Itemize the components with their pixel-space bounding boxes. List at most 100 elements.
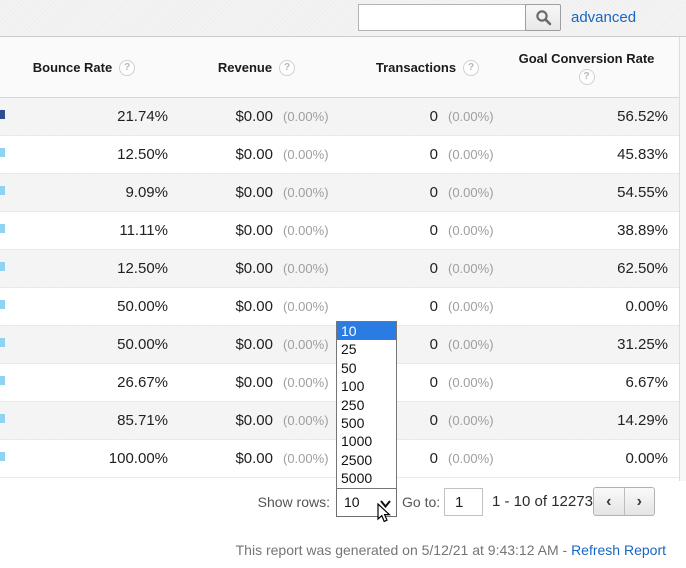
transactions-value: 0 xyxy=(429,412,438,429)
rows-option-10[interactable]: 10 xyxy=(337,322,396,341)
chevron-left-icon: ‹ xyxy=(606,493,612,510)
rows-option-1000[interactable]: 1000 xyxy=(341,433,373,450)
search-input[interactable] xyxy=(358,4,526,31)
truncated-link-fragment[interactable] xyxy=(0,376,5,385)
truncated-link-fragment[interactable] xyxy=(0,148,5,157)
goal-conversion-rate-value: 38.89% xyxy=(617,222,668,239)
show-rows-selected-value: 10 xyxy=(344,494,360,510)
revenue-percent-value: (0.00%) xyxy=(283,185,329,200)
rows-option-100[interactable]: 100 xyxy=(341,378,365,395)
help-icon[interactable]: ? xyxy=(119,59,136,76)
goal-conversion-rate-value: 31.25% xyxy=(617,336,668,353)
truncated-link-fragment[interactable] xyxy=(0,186,5,195)
bounce-rate-value: 26.67% xyxy=(117,374,168,391)
column-label: Revenue xyxy=(217,60,273,75)
search-button[interactable] xyxy=(525,4,561,31)
pager-buttons: ‹ › xyxy=(593,487,655,516)
advanced-search-link[interactable]: advanced xyxy=(571,9,637,26)
rows-option-2500[interactable]: 2500 xyxy=(341,451,373,468)
revenue-value: $0.00 xyxy=(235,146,273,163)
table-row: 12.50% $0.00 (0.00%) 0 (0.00%) 45.83% xyxy=(0,136,679,174)
bounce-rate-value: 9.09% xyxy=(125,184,168,201)
goal-conversion-rate-value: 45.83% xyxy=(617,146,668,163)
revenue-value: $0.00 xyxy=(235,298,273,315)
transactions-percent-value: (0.00%) xyxy=(448,147,494,162)
generated-text: This report was generated on 5/12/21 at … xyxy=(235,542,572,558)
revenue-value: $0.00 xyxy=(235,336,273,353)
column-header-revenue[interactable]: Revenue ? xyxy=(168,37,345,98)
transactions-percent-value: (0.00%) xyxy=(448,375,494,390)
help-icon[interactable]: ? xyxy=(463,59,480,76)
goal-conversion-rate-value: 6.67% xyxy=(625,374,668,391)
show-rows-dropdown: 10 25 50 100 250 500 1000 2500 5000 xyxy=(336,321,397,489)
table-row: 21.74% $0.00 (0.00%) 0 (0.00%) 56.52% xyxy=(0,98,679,136)
transactions-value: 0 xyxy=(429,336,438,353)
truncated-link-fragment[interactable] xyxy=(0,224,5,233)
goal-conversion-rate-value: 0.00% xyxy=(625,450,668,467)
row-range-text: 1 - 10 of 12273 xyxy=(492,493,593,510)
revenue-percent-value: (0.00%) xyxy=(283,261,329,276)
column-label: Transactions xyxy=(375,60,457,75)
bounce-rate-value: 21.74% xyxy=(117,108,168,125)
help-icon[interactable]: ? xyxy=(279,59,296,76)
transactions-value: 0 xyxy=(429,374,438,391)
revenue-percent-value: (0.00%) xyxy=(283,375,329,390)
revenue-value: $0.00 xyxy=(235,374,273,391)
column-header-bounce-rate[interactable]: Bounce Rate ? xyxy=(0,37,168,98)
truncated-link-fragment[interactable] xyxy=(0,300,5,309)
transactions-value: 0 xyxy=(429,184,438,201)
transactions-percent-value: (0.00%) xyxy=(448,185,494,200)
rows-option-500[interactable]: 500 xyxy=(341,414,365,431)
search-bar: advanced xyxy=(0,0,686,37)
table-row: 9.09% $0.00 (0.00%) 0 (0.00%) 54.55% xyxy=(0,174,679,212)
transactions-value: 0 xyxy=(429,298,438,315)
search-icon xyxy=(535,9,552,26)
revenue-value: $0.00 xyxy=(235,260,273,277)
transactions-percent-value: (0.00%) xyxy=(448,261,494,276)
truncated-link-fragment[interactable] xyxy=(0,262,5,271)
revenue-percent-value: (0.00%) xyxy=(283,223,329,238)
transactions-percent-value: (0.00%) xyxy=(448,451,494,466)
goto-page-input[interactable] xyxy=(444,488,483,516)
revenue-value: $0.00 xyxy=(235,222,273,239)
transactions-percent-value: (0.00%) xyxy=(448,337,494,352)
transactions-percent-value: (0.00%) xyxy=(448,413,494,428)
rows-option-250[interactable]: 250 xyxy=(341,396,365,413)
previous-page-button[interactable]: ‹ xyxy=(594,488,625,515)
rows-option-50[interactable]: 50 xyxy=(341,359,357,376)
column-header-goal-conversion-rate[interactable]: Goal Conversion Rate ? xyxy=(505,37,668,98)
transactions-value: 0 xyxy=(429,450,438,467)
refresh-report-link[interactable]: Refresh Report xyxy=(571,542,666,558)
bounce-rate-value: 85.71% xyxy=(117,412,168,429)
pagination-bar: Show rows: 10 Go to: 1 - 10 of 12273 ‹ › xyxy=(0,481,686,531)
rows-option-25[interactable]: 25 xyxy=(341,341,357,358)
truncated-link-fragment[interactable] xyxy=(0,338,5,347)
goal-conversion-rate-value: 54.55% xyxy=(617,184,668,201)
report-footer: This report was generated on 5/12/21 at … xyxy=(0,531,686,568)
column-header-transactions[interactable]: Transactions ? xyxy=(345,37,510,98)
revenue-percent-value: (0.00%) xyxy=(283,413,329,428)
goto-label: Go to: xyxy=(402,494,441,510)
next-page-button[interactable]: › xyxy=(625,488,655,515)
truncated-link-fragment[interactable] xyxy=(0,414,5,423)
transactions-value: 0 xyxy=(429,260,438,277)
transactions-value: 0 xyxy=(429,222,438,239)
right-gutter xyxy=(680,37,686,481)
revenue-percent-value: (0.00%) xyxy=(283,147,329,162)
table-header: Bounce Rate ? Revenue ? Transactions ? G… xyxy=(0,37,679,98)
truncated-link-fragment[interactable] xyxy=(0,452,5,461)
bounce-rate-value: 12.50% xyxy=(117,260,168,277)
transactions-percent-value: (0.00%) xyxy=(448,223,494,238)
goal-conversion-rate-value: 0.00% xyxy=(625,298,668,315)
transactions-percent-value: (0.00%) xyxy=(448,299,494,314)
goal-conversion-rate-value: 14.29% xyxy=(617,412,668,429)
goal-conversion-rate-value: 62.50% xyxy=(617,260,668,277)
revenue-percent-value: (0.00%) xyxy=(283,451,329,466)
rows-option-5000[interactable]: 5000 xyxy=(341,470,373,487)
revenue-value: $0.00 xyxy=(235,412,273,429)
column-label: Bounce Rate xyxy=(32,60,113,75)
help-icon[interactable]: ? xyxy=(578,68,595,85)
show-rows-label: Show rows: xyxy=(257,494,330,510)
truncated-link-fragment[interactable] xyxy=(0,110,5,119)
